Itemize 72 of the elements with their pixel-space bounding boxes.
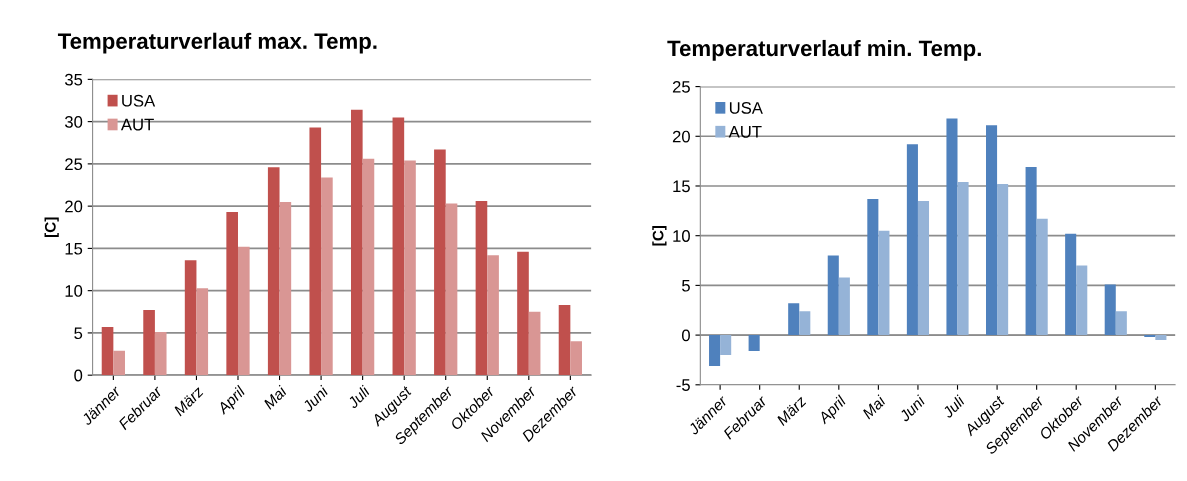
bar: [279, 201, 292, 376]
bar: [113, 350, 125, 376]
y-tick-label: -5: [676, 379, 690, 391]
bar: [226, 212, 238, 376]
bar: [986, 125, 998, 336]
legend-label: USA: [122, 94, 156, 107]
bar: [517, 251, 529, 376]
bar: [475, 201, 488, 376]
legend-label: AUT: [120, 118, 154, 131]
bar: [799, 311, 811, 336]
bar: [946, 118, 958, 336]
bar: [362, 158, 375, 376]
legend-label: AUT: [728, 126, 762, 138]
bar: [1036, 218, 1048, 336]
bar: [917, 200, 930, 336]
bar: [309, 127, 322, 376]
bar: [101, 327, 114, 376]
y-tick-label: 15: [673, 180, 690, 193]
bar: [1076, 265, 1088, 336]
bar: [709, 335, 721, 366]
bar: [184, 260, 197, 376]
bar: [267, 167, 280, 376]
bar: [720, 335, 732, 355]
chart-title: Temperaturverlauf max. Temp.: [57, 32, 377, 54]
bar: [143, 310, 155, 376]
y-axis-title: [C]: [652, 225, 667, 246]
bar: [1155, 335, 1167, 341]
y-tick-label: 20: [65, 200, 83, 213]
bar: [351, 109, 363, 376]
bar: [404, 160, 416, 376]
bar: [1065, 233, 1077, 336]
bar: [957, 182, 969, 336]
y-tick-label: 0: [74, 369, 83, 382]
bar: [570, 341, 582, 376]
bar: [434, 149, 446, 376]
legend-label: USA: [729, 102, 763, 114]
bar: [1025, 167, 1037, 336]
bar: [838, 277, 850, 336]
bar: [1115, 311, 1127, 336]
bar: [748, 335, 760, 351]
bar: [487, 255, 499, 376]
x-tick-label: Mai: [262, 384, 288, 410]
bar: [867, 198, 879, 336]
y-tick-label: 5: [682, 279, 690, 292]
bar: [997, 184, 1009, 336]
y-tick-label: 10: [65, 285, 83, 297]
bar: [237, 246, 250, 376]
bar: [392, 117, 405, 376]
chart-title: Temperaturverlauf min. Temp.: [667, 39, 981, 61]
bar: [827, 255, 839, 336]
bar: [906, 144, 918, 336]
bar: [788, 303, 800, 336]
y-tick-label: 25: [65, 158, 83, 171]
bar: [196, 288, 209, 376]
bar: [528, 311, 541, 376]
bar: [878, 230, 890, 336]
y-tick-label: 25: [672, 80, 690, 93]
y-tick-label: 10: [673, 230, 690, 242]
bar: [1104, 284, 1116, 336]
y-tick-label: 5: [74, 327, 83, 340]
bar: [321, 177, 333, 376]
x-tick-label: Juli: [346, 384, 371, 410]
x-tick-label: Juli: [941, 394, 966, 419]
y-tick-label: 35: [64, 73, 83, 86]
y-tick-label: 30: [64, 116, 83, 128]
y-tick-label: 20: [672, 130, 690, 143]
y-tick-label: 15: [65, 242, 83, 255]
y-tick-label: 0: [681, 329, 690, 342]
bar: [445, 203, 458, 376]
bar: [558, 305, 571, 376]
bar: [154, 332, 167, 376]
y-axis-title: [C]: [44, 217, 59, 238]
